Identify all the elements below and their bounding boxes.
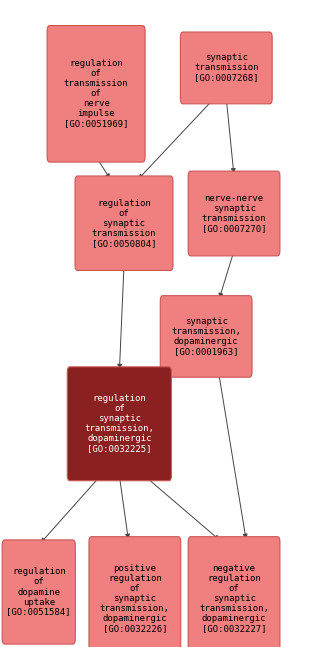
Text: nerve-nerve
synaptic
transmission
[GO:0007270]: nerve-nerve synaptic transmission [GO:00… (202, 194, 266, 233)
Text: synaptic
transmission
[GO:0007268]: synaptic transmission [GO:0007268] (194, 54, 259, 82)
FancyBboxPatch shape (67, 367, 171, 481)
Text: regulation
of
synaptic
transmission
[GO:0050804]: regulation of synaptic transmission [GO:… (92, 199, 156, 248)
FancyBboxPatch shape (75, 176, 173, 270)
Text: regulation
of
synaptic
transmission,
dopaminergic
[GO:0032225]: regulation of synaptic transmission, dop… (84, 394, 154, 454)
Text: negative
regulation
of
synaptic
transmission,
dopaminergic
[GO:0032227]: negative regulation of synaptic transmis… (199, 564, 269, 633)
Text: regulation
of
dopamine
uptake
[GO:0051584]: regulation of dopamine uptake [GO:005158… (7, 567, 71, 617)
FancyBboxPatch shape (160, 296, 252, 377)
FancyBboxPatch shape (180, 32, 272, 104)
FancyBboxPatch shape (188, 537, 280, 647)
FancyBboxPatch shape (89, 537, 181, 647)
FancyBboxPatch shape (2, 540, 75, 644)
Text: regulation
of
transmission
of
nerve
impulse
[GO:0051969]: regulation of transmission of nerve impu… (64, 59, 128, 129)
Text: synaptic
transmission,
dopaminergic
[GO:0001963]: synaptic transmission, dopaminergic [GO:… (171, 317, 241, 356)
Text: positive
regulation
of
synaptic
transmission,
dopaminergic
[GO:0032226]: positive regulation of synaptic transmis… (100, 564, 170, 633)
FancyBboxPatch shape (47, 26, 145, 162)
FancyBboxPatch shape (188, 171, 280, 256)
